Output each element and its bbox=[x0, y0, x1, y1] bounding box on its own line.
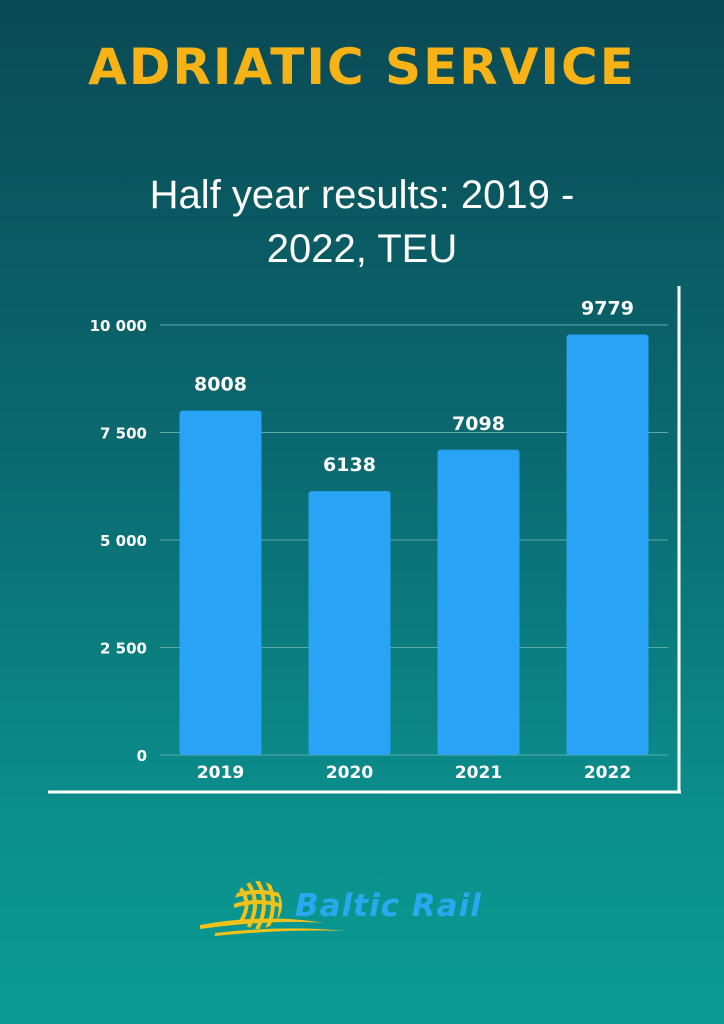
x-axis-tick-labels: 2019 2020 2021 2022 bbox=[197, 763, 631, 783]
brand-name: Baltic Rail bbox=[295, 888, 482, 924]
value-label: 6138 bbox=[323, 454, 376, 476]
bar-2019 bbox=[179, 410, 262, 755]
x-tick-label: 2022 bbox=[584, 763, 631, 783]
value-label: 8008 bbox=[194, 374, 247, 396]
baltic-rail-logo bbox=[200, 881, 345, 936]
value-labels: 8008 6138 7098 9779 bbox=[194, 298, 634, 477]
bar-2020 bbox=[308, 491, 391, 755]
bars bbox=[179, 334, 649, 755]
x-tick-label: 2020 bbox=[326, 763, 373, 783]
bar-2021 bbox=[437, 449, 520, 755]
y-tick-label: 2 500 bbox=[100, 640, 147, 658]
value-label: 9779 bbox=[581, 298, 634, 320]
y-tick-label: 5 000 bbox=[100, 532, 147, 550]
value-label: 7098 bbox=[452, 413, 505, 435]
y-tick-label: 10 000 bbox=[90, 317, 147, 335]
page-title: ADRIATIC SERVICE bbox=[88, 38, 636, 96]
x-tick-label: 2019 bbox=[197, 763, 244, 783]
y-axis-tick-labels: 0 2 500 5 000 7 500 10 000 bbox=[90, 317, 147, 765]
y-tick-label: 0 bbox=[137, 747, 147, 765]
x-tick-label: 2021 bbox=[455, 763, 502, 783]
y-tick-label: 7 500 bbox=[100, 425, 147, 443]
chart-subtitle: Half year results: 2019 - 2022, TEU bbox=[149, 173, 575, 271]
bar-2022 bbox=[566, 334, 649, 755]
chart-frame bbox=[48, 286, 681, 794]
